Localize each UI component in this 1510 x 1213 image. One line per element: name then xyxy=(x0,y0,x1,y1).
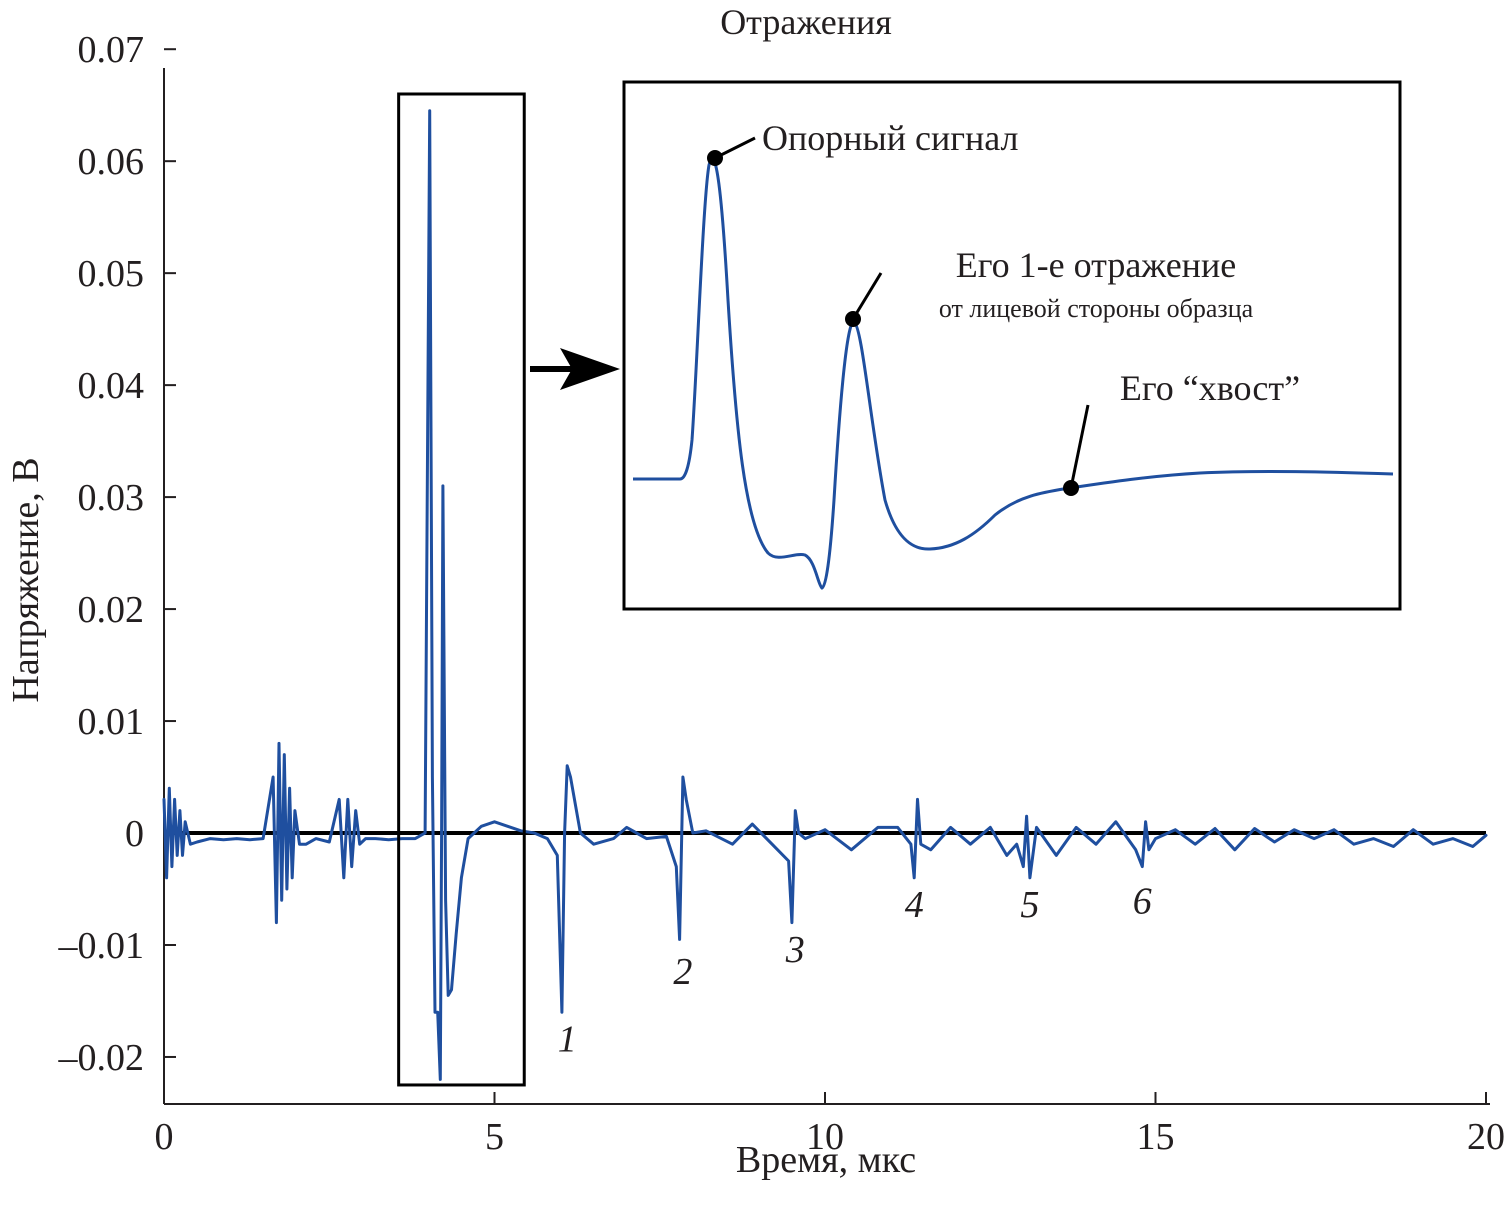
y-tick-label: 0.02 xyxy=(78,589,145,631)
y-tick-label: 0.01 xyxy=(78,701,145,743)
x-tick-label: 20 xyxy=(1467,1116,1505,1158)
reference-signal-label: Опорный сигнал xyxy=(762,118,1019,158)
y-tick-label: 0 xyxy=(125,813,144,855)
zoom-box xyxy=(397,92,526,1087)
inset-panel: Опорный сигнал Его 1-е отражение от лице… xyxy=(622,80,1402,611)
y-tick-label: 0.04 xyxy=(78,365,145,407)
y-tick-label: 0.05 xyxy=(78,253,145,295)
x-axis-title: Время, мкс xyxy=(736,1139,916,1181)
y-tick-label: 0.06 xyxy=(78,141,145,183)
y-tick-label: –0.01 xyxy=(58,925,145,967)
chart-title: Отражения xyxy=(720,2,892,42)
x-tick-label: 0 xyxy=(155,1116,174,1158)
reflection-label: 5 xyxy=(1020,884,1039,926)
x-tick-label: 5 xyxy=(485,1116,504,1158)
tail-leader xyxy=(1069,404,1090,489)
inset-frame xyxy=(622,80,1402,611)
reflection-label: 4 xyxy=(905,884,924,926)
reflection-label: 6 xyxy=(1133,881,1152,923)
first-reflection-sublabel: от лицевой стороны образца xyxy=(939,294,1254,323)
x-tick-label: 10 xyxy=(806,1116,844,1158)
reflection-label: 1 xyxy=(558,1018,577,1060)
zoom-arrow xyxy=(530,348,620,390)
first-reflection-leader xyxy=(851,272,883,320)
reflection-label: 2 xyxy=(673,951,692,993)
reflection-label: 3 xyxy=(785,929,805,971)
y-tick-label: 0.03 xyxy=(78,477,145,519)
x-tick-label: 15 xyxy=(1137,1116,1175,1158)
y-tick-label: 0.07 xyxy=(78,29,145,71)
reference-signal-leader xyxy=(714,136,756,160)
tail-label: Его “хвост” xyxy=(1120,368,1300,408)
first-reflection-label: Его 1-е отражение xyxy=(956,245,1236,285)
y-tick-label: –0.02 xyxy=(58,1037,145,1079)
series-line xyxy=(162,109,1488,1081)
y-axis-title: Напряжение, В xyxy=(5,457,47,702)
